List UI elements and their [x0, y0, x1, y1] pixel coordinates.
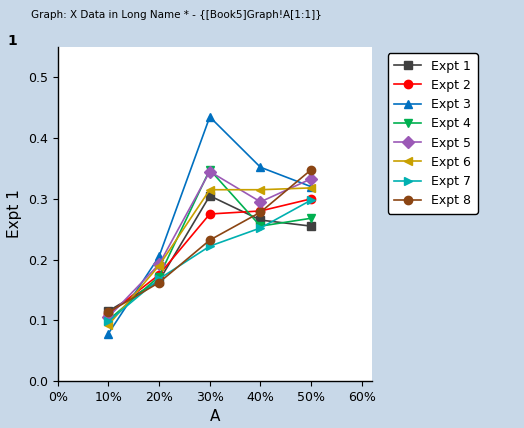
Expt 8: [206, 238, 213, 243]
Expt 7: [156, 276, 162, 282]
Expt 4: [105, 318, 112, 323]
Legend: Expt 1, Expt 2, Expt 3, Expt 4, Expt 5, Expt 6, Expt 7, Expt 8: Expt 1, Expt 2, Expt 3, Expt 4, Expt 5, …: [388, 54, 478, 214]
Y-axis label: Expt 1: Expt 1: [7, 190, 23, 238]
Line: Expt 3: Expt 3: [104, 113, 315, 338]
Line: Expt 8: Expt 8: [104, 166, 315, 316]
Line: Expt 7: Expt 7: [104, 196, 315, 326]
Expt 5: [206, 169, 213, 174]
Expt 1: [206, 193, 213, 198]
Expt 7: [105, 319, 112, 324]
Expt 1: [257, 217, 264, 223]
Expt 6: [206, 187, 213, 192]
Expt 1: [105, 309, 112, 314]
Line: Expt 2: Expt 2: [104, 195, 315, 318]
Expt 3: [105, 331, 112, 336]
Expt 7: [257, 226, 264, 231]
Expt 6: [308, 185, 314, 190]
Line: Expt 1: Expt 1: [104, 192, 315, 315]
Expt 7: [308, 197, 314, 202]
Expt 5: [308, 176, 314, 181]
Text: 1: 1: [8, 34, 18, 48]
Expt 3: [308, 184, 314, 189]
Expt 8: [308, 167, 314, 172]
Expt 1: [308, 223, 314, 229]
Expt 1: [156, 278, 162, 283]
Expt 2: [257, 208, 264, 214]
Expt 4: [156, 274, 162, 279]
Expt 8: [156, 280, 162, 285]
Expt 2: [206, 211, 213, 217]
Line: Expt 5: Expt 5: [104, 167, 315, 321]
Expt 3: [156, 254, 162, 259]
Expt 4: [206, 167, 213, 172]
Expt 2: [105, 312, 112, 317]
Line: Expt 4: Expt 4: [104, 166, 315, 324]
Expt 8: [257, 210, 264, 215]
Expt 6: [257, 187, 264, 192]
Expt 3: [206, 114, 213, 119]
Expt 2: [308, 196, 314, 202]
Expt 3: [257, 165, 264, 170]
Expt 4: [308, 216, 314, 221]
Expt 5: [257, 199, 264, 205]
Expt 6: [156, 263, 162, 268]
Line: Expt 6: Expt 6: [104, 184, 315, 329]
Expt 5: [105, 315, 112, 320]
Expt 2: [156, 272, 162, 277]
Text: Graph: X Data in Long Name * - {[Book5]Graph!A[1:1]}: Graph: X Data in Long Name * - {[Book5]G…: [31, 10, 322, 20]
Expt 5: [156, 262, 162, 267]
Expt 6: [105, 323, 112, 328]
Expt 8: [105, 310, 112, 315]
X-axis label: A: A: [210, 409, 220, 424]
Expt 4: [257, 223, 264, 229]
Expt 7: [206, 244, 213, 249]
